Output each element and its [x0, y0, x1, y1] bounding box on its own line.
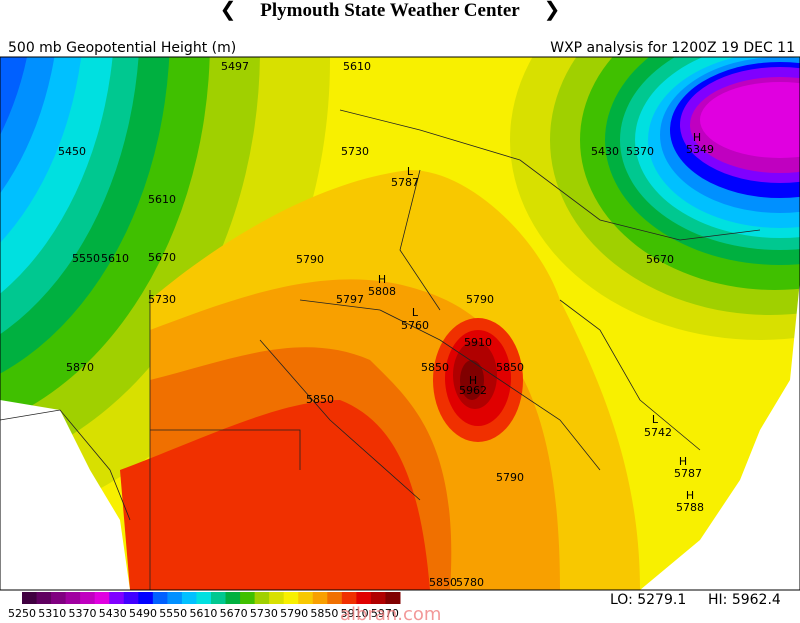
contour-label: H	[378, 273, 386, 286]
northeast-low	[510, 57, 800, 340]
colorbar-swatch	[36, 592, 52, 604]
map-frame	[0, 56, 800, 591]
contour-label: 5760	[401, 319, 429, 332]
colorbar-swatch	[196, 592, 212, 604]
no-data-se	[640, 280, 800, 590]
colorbar-swatch	[356, 592, 372, 604]
colorbar-swatch	[123, 592, 139, 604]
contour-label: 5670	[646, 253, 674, 266]
contour-label: 5610	[343, 60, 371, 73]
contour-label: 5962	[459, 384, 487, 397]
contour-label: 5780	[456, 576, 484, 589]
colorbar-swatch	[225, 592, 241, 604]
colorbar-swatch	[283, 592, 299, 604]
contour-label: 5370	[626, 145, 654, 158]
contour-label: H	[679, 455, 687, 468]
contour-label: 5550	[72, 252, 100, 265]
contour-label: 5730	[148, 293, 176, 306]
contour-label: 5610	[148, 193, 176, 206]
contour-label: 5788	[676, 501, 704, 514]
colorbar-swatch	[22, 592, 38, 604]
contour-label: L	[412, 306, 419, 319]
colorbar-swatch	[370, 592, 386, 604]
contour-label: 5787	[674, 467, 702, 480]
contour-label: 5497	[221, 60, 249, 73]
contour-label: 5450	[58, 145, 86, 158]
colorbar-swatch	[51, 592, 67, 604]
colorbar-swatch	[65, 592, 81, 604]
colorbar-swatch	[298, 592, 314, 604]
colorbar-label: 5850	[310, 607, 338, 620]
header-title: Plymouth State Weather Center	[260, 0, 520, 21]
colorbar-label: 5250	[8, 607, 36, 620]
contour-label: 5349	[686, 143, 714, 156]
contour-label: L	[652, 413, 659, 426]
watermark: albran.com	[340, 604, 441, 623]
contour-label: 5850	[496, 361, 524, 374]
colorbar-swatch	[211, 592, 227, 604]
colorbar-swatch	[94, 592, 110, 604]
contour-label: 5850	[306, 393, 334, 406]
logo-right: ❯	[544, 0, 561, 21]
colorbar-swatch	[341, 592, 357, 604]
contour-label: H	[693, 131, 701, 144]
contour-label: 5790	[496, 471, 524, 484]
contour-label: L	[407, 165, 414, 178]
contour-label: H	[686, 489, 694, 502]
colorbar-swatch	[312, 592, 328, 604]
no-data-sw	[0, 400, 130, 590]
map-field	[0, 57, 800, 590]
map-subtitle-right: WXP analysis for 1200Z 19 DEC 11	[550, 40, 795, 56]
high-value: HI: 5962.4	[708, 592, 781, 608]
contour-label: 5850	[429, 576, 457, 589]
colorbar-label: 5370	[68, 607, 96, 620]
colorbar-label: 5490	[129, 607, 157, 620]
colorbar-label: 5790	[280, 607, 308, 620]
contour-label: 5430	[591, 145, 619, 158]
map-subtitle-left: 500 mb Geopotential Height (m)	[8, 40, 236, 56]
colorbar-label: 5550	[159, 607, 187, 620]
contour-label: 5790	[466, 293, 494, 306]
colorbar-swatch	[80, 592, 96, 604]
colorbar-swatch	[269, 592, 285, 604]
contour-label: 5910	[464, 336, 492, 349]
contour-label: 5870	[66, 361, 94, 374]
low-value: LO: 5279.1	[610, 592, 686, 608]
colorbar-label: 5970	[371, 607, 399, 620]
contour-label: 5610	[101, 252, 129, 265]
colorbar-swatch	[138, 592, 154, 604]
colorbar-swatch	[109, 592, 125, 604]
contour-label: 5850	[421, 361, 449, 374]
logo-left: ❮	[220, 0, 237, 21]
colorbar-swatch	[152, 592, 168, 604]
colorbar-label: 5910	[341, 607, 369, 620]
colorbar-swatch	[385, 592, 401, 604]
colorbar-label: 5730	[250, 607, 278, 620]
contour-label: 5787	[391, 176, 419, 189]
colorbar-swatch	[167, 592, 183, 604]
contour-label: 5797	[336, 293, 364, 306]
contour-label: 5670	[148, 251, 176, 264]
colorbar-swatch	[181, 592, 197, 604]
colorbar-label: 5670	[220, 607, 248, 620]
contour-label: 5808	[368, 285, 396, 298]
colorbar-swatch	[254, 592, 270, 604]
colorbar-swatch	[327, 592, 343, 604]
colorbar-label: 5610	[189, 607, 217, 620]
ridge	[120, 170, 640, 590]
colorbar-label: 5430	[99, 607, 127, 620]
borders	[0, 109, 761, 590]
colorbar-swatch	[240, 592, 256, 604]
contour-label: 5730	[341, 145, 369, 158]
contour-label: H	[469, 374, 477, 387]
contour-label: 5790	[296, 253, 324, 266]
colorbar-label: 5310	[38, 607, 66, 620]
contour-label: 5742	[644, 426, 672, 439]
